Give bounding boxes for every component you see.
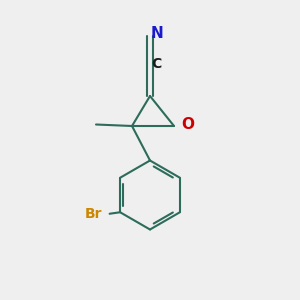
Text: Br: Br [85, 207, 102, 221]
Text: O: O [182, 117, 194, 132]
Text: N: N [150, 26, 163, 41]
Text: C: C [152, 58, 162, 71]
